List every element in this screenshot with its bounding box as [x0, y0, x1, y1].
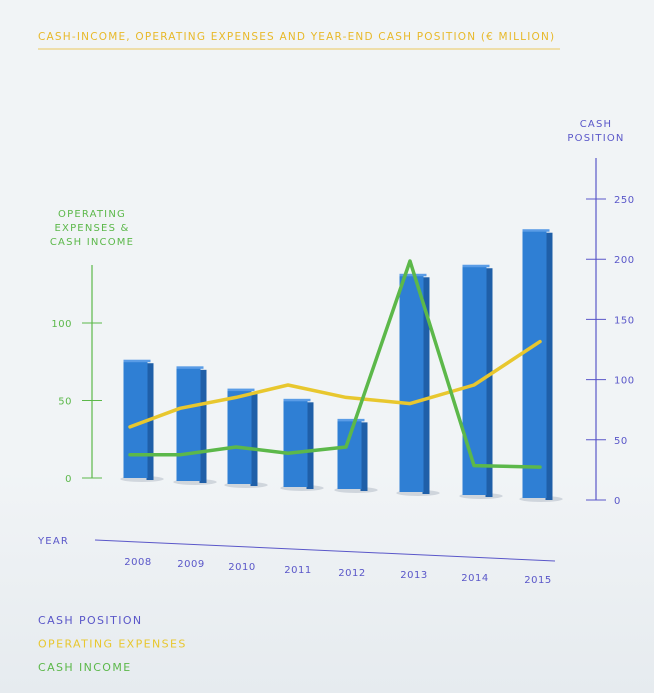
- bar-top: [283, 398, 311, 402]
- bar-2009: [176, 367, 201, 481]
- x-tick-label: 2009: [177, 559, 204, 570]
- right-tick-label: 100: [614, 376, 635, 387]
- x-tick-label: 2011: [284, 565, 311, 576]
- chart-title: CASH-INCOME, OPERATING EXPENSES AND YEAR…: [38, 31, 555, 43]
- x-axis-label: YEAR: [37, 536, 69, 547]
- lines: [128, 259, 542, 469]
- bar-side: [422, 277, 430, 494]
- bar-side: [545, 232, 553, 500]
- right-tick-label: 250: [614, 195, 635, 206]
- left-tick-label: 0: [65, 474, 72, 485]
- bar-side: [306, 402, 314, 489]
- x-tick-label: 2015: [524, 575, 551, 586]
- bar-side: [360, 422, 368, 491]
- bar-top: [227, 388, 255, 392]
- left-tick-label: 100: [51, 319, 72, 330]
- x-tick-label: 2010: [228, 562, 255, 573]
- bar-top: [462, 264, 490, 268]
- right-axis-label-line: POSITION: [567, 133, 624, 144]
- line-cash-income: [128, 259, 542, 469]
- x-tick-label: 2012: [338, 568, 365, 579]
- bar-top: [522, 229, 550, 232]
- x-tick-label: 2014: [461, 573, 488, 584]
- bar-2015: [522, 230, 547, 498]
- bar-2013: [399, 275, 424, 492]
- bar-side: [199, 369, 207, 483]
- line-operating-expenses: [128, 339, 542, 429]
- right-tick-label: 50: [614, 436, 628, 447]
- right-axis-label-line: CASH: [580, 119, 613, 130]
- bars: [120, 229, 563, 502]
- left-axis-label-line: CASH INCOME: [50, 237, 134, 248]
- bar-side: [250, 392, 258, 486]
- x-axis: YEAR 2008 2009 2010 2011 2012 2013 2014 2015: [37, 536, 556, 586]
- right-tick-label: 0: [614, 496, 621, 507]
- left-tick-label: 50: [58, 397, 72, 408]
- right-axis-label: CASH POSITION: [567, 119, 624, 144]
- x-axis-line: [94, 539, 556, 562]
- legend-item: CASH POSITION: [38, 614, 143, 627]
- left-axis-label: OPERATING EXPENSES & CASH INCOME: [50, 209, 134, 248]
- legend: CASH POSITION OPERATING EXPENSES CASH INCO…: [38, 614, 187, 674]
- floor: [0, 470, 654, 693]
- right-tick-label: 150: [614, 315, 635, 326]
- bar-side: [146, 363, 154, 480]
- bar-2010: [227, 390, 252, 484]
- left-axis-label-line: OPERATING: [58, 209, 126, 220]
- bar-2008: [123, 361, 148, 478]
- right-tick-label: 200: [614, 255, 635, 266]
- x-tick-label: 2013: [400, 570, 427, 581]
- legend-item: CASH INCOME: [38, 661, 132, 674]
- axes: 0 50 100 0 50 100 150 200 250: [51, 158, 634, 507]
- bar-side: [485, 268, 493, 497]
- x-tick-label: 2008: [124, 557, 151, 568]
- legend-item: OPERATING EXPENSES: [38, 638, 187, 651]
- bar-top: [123, 359, 151, 363]
- bar-2011: [283, 400, 308, 487]
- left-axis-label-line: EXPENSES &: [55, 223, 130, 234]
- bar-2012: [337, 420, 362, 489]
- bar-top: [337, 418, 365, 422]
- bar-top: [176, 366, 204, 369]
